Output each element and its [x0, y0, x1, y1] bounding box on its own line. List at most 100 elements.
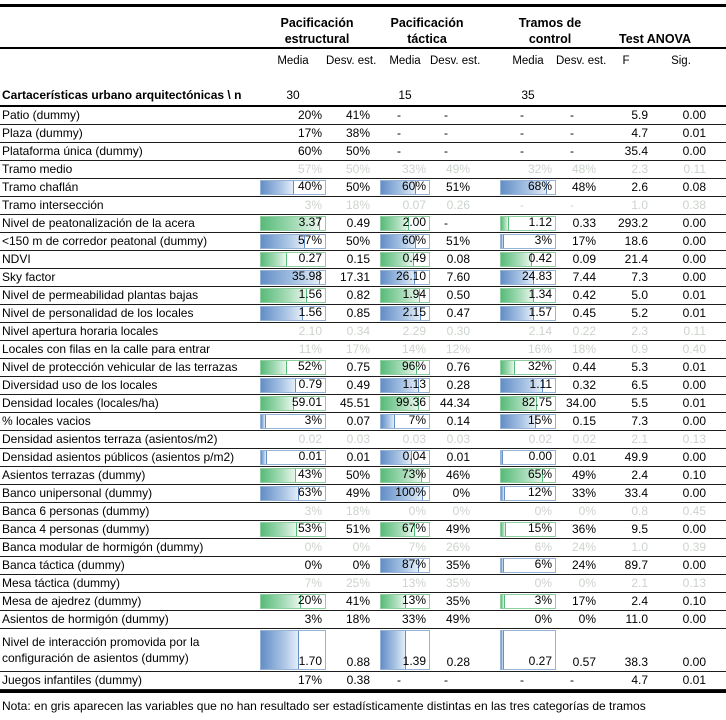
media-cell-databar: 1.56 [260, 287, 326, 303]
media-cell-databar: 65% [500, 467, 556, 483]
cell-value: 0% [578, 612, 596, 626]
cell-value: 38.3 [624, 655, 648, 669]
subheader-media-2: Media [389, 54, 421, 67]
data-bar [261, 469, 297, 482]
media-cell-databar: 1.94 [380, 287, 430, 303]
cell-value: 7.3 [631, 270, 648, 284]
cell-value: 0.75 [346, 360, 370, 374]
cell-value: 0.00 [682, 108, 706, 122]
data-bar [381, 181, 416, 194]
cell-value: 0.00 [682, 655, 706, 669]
data-bar [261, 307, 304, 320]
media-cell-databar: 0.79 [260, 377, 326, 393]
cell-value: 24% [571, 540, 596, 554]
cell-value: 0.34 [346, 324, 370, 338]
cell-value: - [397, 673, 401, 687]
top-rule [0, 4, 726, 7]
data-bar [261, 631, 300, 669]
cell-value: 0.49 [346, 378, 370, 392]
row-label: Tramo intersección [2, 198, 104, 213]
table-header-groups: Pacificación estructural Pacificación tá… [0, 7, 726, 47]
cell-value: - [444, 673, 448, 687]
data-bar [261, 217, 320, 230]
media-cell-databar: 43% [260, 467, 326, 483]
cell-value: 13% [401, 576, 426, 590]
cell-value: - [444, 216, 448, 230]
cell-value: 67% [401, 521, 426, 535]
data-bar [381, 271, 415, 284]
cell-value: 32% [527, 359, 552, 373]
column-gap [474, 125, 500, 142]
subheader-sig: Sig. [671, 54, 691, 67]
row-label: Nivel de permeabilidad plantas bajas [2, 288, 199, 303]
row-right-pad [710, 611, 726, 628]
media-cell-databar: 20% [260, 593, 326, 609]
cell-value: 15% [527, 521, 552, 535]
data-bar [501, 631, 505, 669]
cell-value: 0.00 [682, 252, 706, 266]
cell-value: 96% [401, 359, 426, 373]
cell-value: 18% [571, 342, 596, 356]
table-row: Tramo chaflán 40% 50% 60% 51% 68% 48% 2.6 0.08 [0, 179, 726, 197]
cell-value: 11% [298, 342, 322, 356]
table-row: Diversidad uso de los locales 0.79 0.49 1.1… [0, 377, 726, 395]
cell-value: 2.6 [631, 180, 648, 194]
cell-value: 0% [534, 576, 552, 590]
media-cell-databar: 63% [260, 485, 326, 501]
header-rule [0, 47, 726, 49]
cell-value: 0.01 [346, 450, 370, 464]
cell-value: 49% [571, 468, 596, 482]
data-bar [501, 289, 535, 302]
media-cell-databar: 0.04 [380, 449, 430, 465]
media-cell-databar: 0.42 [500, 251, 556, 267]
cell-value: 89.7 [624, 558, 648, 572]
cell-value: 2.4 [631, 594, 648, 608]
cell-value: 0.49 [402, 251, 426, 265]
cell-value: 0.00 [682, 378, 706, 392]
column-gap [474, 179, 500, 196]
cell-value: 0.01 [682, 360, 706, 374]
table-row: Plaza (dummy) 17% 38% - - - - 4.7 0.01 [0, 125, 726, 143]
data-bar [261, 271, 320, 284]
cell-value: 21.4 [624, 252, 648, 266]
cell-value: - [570, 144, 574, 158]
cell-value: 35% [445, 558, 470, 572]
table-row: NDVI 0.27 0.15 0.49 0.08 0.42 0.09 21.4 0.00 [0, 251, 726, 269]
row-label: Plaza (dummy) [2, 126, 83, 141]
cell-value: 53% [297, 521, 322, 535]
cell-value: 0.00 [682, 558, 706, 572]
row-right-pad [710, 672, 726, 689]
table-row: Sky factor 35.98 17.31 26.10 7.60 24.83 7.44 7.… [0, 269, 726, 287]
media-cell-databar: 15% [500, 521, 556, 537]
cell-value: 1.56 [298, 305, 322, 319]
media-cell-databar: 1.13 [380, 377, 430, 393]
row-right-pad [710, 557, 726, 574]
cell-value: 7.60 [446, 270, 470, 284]
table-row: Juegos infantiles (dummy) 17% 0.38 - - - - 4.7 0… [0, 672, 726, 690]
cell-value: 33% [401, 162, 426, 176]
cell-value: - [570, 108, 574, 122]
row-right-pad [710, 395, 726, 412]
cell-value: 0.82 [346, 288, 370, 302]
cell-value: 1.11 [529, 377, 552, 391]
row-right-pad [710, 143, 726, 160]
cell-value: 18% [345, 504, 370, 518]
cell-value: 1.0 [631, 540, 648, 554]
cell-value: 50% [345, 144, 370, 158]
cell-value: 1.13 [402, 377, 426, 391]
cell-value: 5.5 [631, 396, 648, 410]
cell-value: 51% [445, 234, 470, 248]
cell-value: 0% [534, 504, 552, 518]
data-bar [501, 271, 535, 284]
row-right-pad [710, 287, 726, 304]
cell-value: 0.10 [682, 594, 706, 608]
row-label: Nivel de personalidad de los locales [2, 306, 194, 321]
table-row: Asientos de hormigón (dummy) 3% 18% 33% 49% 0… [0, 611, 726, 629]
cell-value: 0% [452, 486, 470, 500]
row-label: Banca táctica (dummy) [2, 558, 125, 573]
cell-value: 7% [304, 576, 322, 590]
cell-value: 0.57 [572, 655, 596, 669]
media-cell-databar: 0.00 [500, 449, 556, 465]
table-row: Nivel de permeabilidad plantas bajas 1.56… [0, 287, 726, 305]
row-right-pad [710, 413, 726, 430]
